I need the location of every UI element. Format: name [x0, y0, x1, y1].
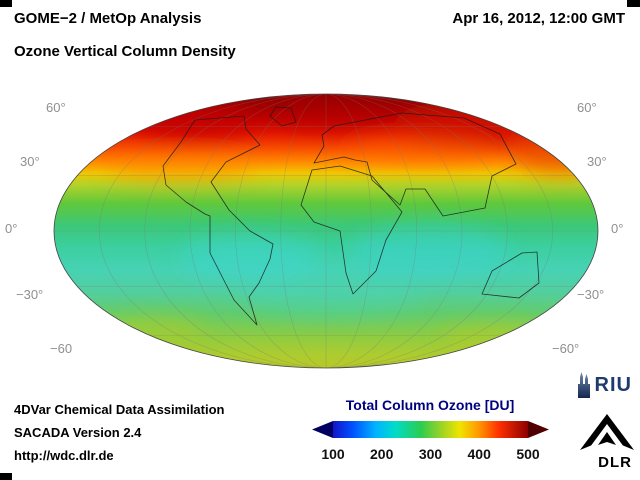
- colorbar: Total Column Ozone [DU] 100 200 300 400 …: [312, 397, 549, 462]
- colorbar-left-arrow: [312, 421, 333, 438]
- colorbar-tick: 200: [370, 446, 394, 462]
- colorbar-tick: 100: [321, 446, 345, 462]
- lat-label: 0°: [611, 221, 623, 236]
- footer-url: http://wdc.dlr.de: [14, 448, 114, 463]
- colorbar-tick: 500: [516, 446, 540, 462]
- page-title-line1: GOME−2 / MetOp Analysis: [14, 10, 202, 27]
- latitude-labels: 60° 30° 0° −30° −60 60° 30° 0° −30° −60°: [5, 100, 623, 356]
- greenland-outline: [269, 106, 297, 127]
- lat-label: 30°: [20, 154, 40, 169]
- riu-tower-icon: [577, 372, 590, 398]
- corner-mark: [627, 0, 640, 7]
- dlr-mark-icon: [580, 414, 634, 450]
- lat-label: −30°: [577, 287, 604, 302]
- lat-label: −60°: [552, 341, 579, 356]
- dlr-logo: DLR: [570, 410, 636, 471]
- corner-mark: [0, 0, 12, 7]
- colorbar-tick: 400: [468, 446, 492, 462]
- lat-label: 60°: [46, 100, 66, 115]
- colorbar-right-arrow: [528, 421, 549, 438]
- colorbar-title: Total Column Ozone [DU]: [346, 397, 515, 413]
- eurasia-outline: [313, 112, 517, 217]
- lat-label: 0°: [5, 221, 17, 236]
- lat-label: −30°: [16, 287, 43, 302]
- page-title-line2: Ozone Vertical Column Density: [14, 43, 236, 60]
- lat-label: 60°: [577, 100, 597, 115]
- colorbar-gradient: [333, 421, 528, 438]
- colorbar-tick: 300: [419, 446, 443, 462]
- americas-outline: [162, 115, 274, 326]
- ozone-field: 60° 30° 0° −30° −60 60° 30° 0° −30° −60°: [5, 93, 623, 369]
- lat-label: 30°: [587, 154, 607, 169]
- footer-assimilation: 4DVar Chemical Data Assimilation: [14, 402, 225, 417]
- africa-outline: [300, 165, 403, 295]
- continent-outlines: [162, 106, 540, 326]
- corner-mark: [0, 473, 12, 480]
- footer-version: SACADA Version 2.4: [14, 425, 142, 440]
- lat-label: −60: [50, 341, 72, 356]
- map-boundary: [53, 93, 599, 369]
- australia-outline: [481, 251, 540, 299]
- riu-logo-text: RIU: [594, 373, 632, 396]
- timestamp: Apr 16, 2012, 12:00 GMT: [452, 10, 625, 27]
- dlr-logo-text: DLR: [598, 454, 632, 471]
- riu-logo: RIU: [576, 372, 632, 398]
